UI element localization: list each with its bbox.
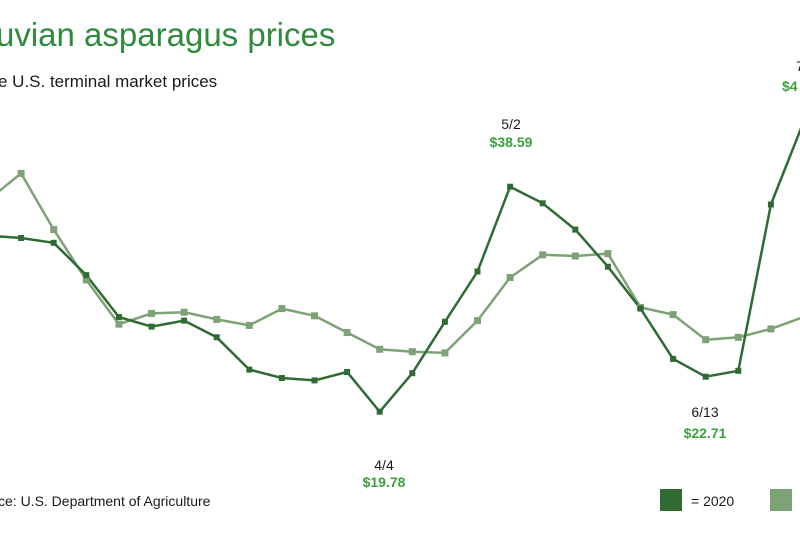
- data-point-other: [17, 169, 25, 177]
- data-point-other: [180, 308, 188, 316]
- annotation-7: 7 $4: [782, 58, 800, 94]
- data-point-other: [278, 305, 286, 313]
- chart-title: uvian asparagus prices: [0, 16, 335, 53]
- annotation-date: 5/2: [501, 116, 521, 132]
- data-point-2020: [767, 201, 774, 208]
- data-point-2020: [246, 366, 253, 373]
- annotation-price: $22.71: [684, 425, 727, 441]
- data-point-other: [474, 317, 481, 325]
- legend-swatch-2020: [660, 489, 682, 511]
- data-point-2020: [539, 200, 546, 207]
- data-point-other: [376, 345, 384, 353]
- data-point-2020: [702, 373, 709, 380]
- data-point-other: [82, 276, 90, 284]
- data-point-2020: [409, 370, 416, 377]
- data-point-other: [115, 320, 123, 328]
- annotation-date: 4/4: [374, 457, 394, 473]
- data-point-other: [245, 321, 253, 329]
- data-point-2020: [507, 183, 514, 190]
- lines-layer: [0, 127, 800, 413]
- data-point-other: [604, 250, 612, 258]
- data-point-other: [311, 312, 318, 320]
- data-point-2020: [278, 375, 285, 381]
- data-point-other: [213, 315, 221, 323]
- legend: = 2020: [660, 489, 792, 511]
- series-line-2020: [0, 127, 800, 413]
- data-point-2020: [670, 355, 677, 362]
- annotation-4-4: 4/4 $19.78: [363, 457, 406, 490]
- data-point-2020: [83, 272, 90, 279]
- data-point-2020: [18, 235, 25, 241]
- data-point-other: [571, 252, 579, 260]
- annotation-6-13: 6/13 $22.71: [684, 404, 727, 441]
- data-point-other: [50, 226, 58, 234]
- data-point-2020: [213, 334, 220, 341]
- annotation-5-2: 5/2 $38.59: [490, 116, 533, 150]
- data-point-2020: [572, 226, 579, 233]
- annotation-price: $19.78: [363, 474, 406, 490]
- data-point-other: [702, 336, 710, 344]
- chart-subtitle: e U.S. terminal market prices: [0, 72, 217, 91]
- annotation-date: 6/13: [691, 404, 718, 420]
- data-point-other: [506, 274, 514, 281]
- data-point-2020: [344, 369, 351, 375]
- data-point-2020: [604, 263, 611, 270]
- annotation-price: $4: [782, 78, 798, 94]
- data-point-other: [343, 329, 351, 336]
- data-point-2020: [441, 318, 448, 325]
- data-point-other: [408, 348, 416, 356]
- data-point-other: [539, 251, 547, 259]
- data-point-2020: [181, 317, 188, 324]
- source-note: ce: U.S. Department of Agriculture: [0, 493, 211, 509]
- data-point-2020: [115, 314, 122, 320]
- data-point-2020: [474, 268, 481, 275]
- data-point-2020: [148, 323, 155, 330]
- data-point-other: [441, 349, 449, 357]
- data-point-2020: [637, 305, 644, 312]
- points-layer: [17, 169, 775, 415]
- data-point-other: [148, 309, 155, 317]
- data-point-2020: [311, 377, 318, 384]
- data-point-2020: [376, 408, 383, 415]
- data-point-other: [734, 333, 742, 341]
- annotation-price: $38.59: [490, 134, 533, 150]
- legend-label-2020: = 2020: [691, 493, 734, 509]
- data-point-2020: [50, 239, 57, 246]
- data-point-other: [669, 311, 677, 319]
- annotation-date: 7: [796, 58, 800, 74]
- legend-swatch-other: [770, 489, 792, 511]
- series-line-other: [0, 172, 800, 355]
- data-point-other: [767, 325, 775, 333]
- data-point-2020: [735, 367, 742, 374]
